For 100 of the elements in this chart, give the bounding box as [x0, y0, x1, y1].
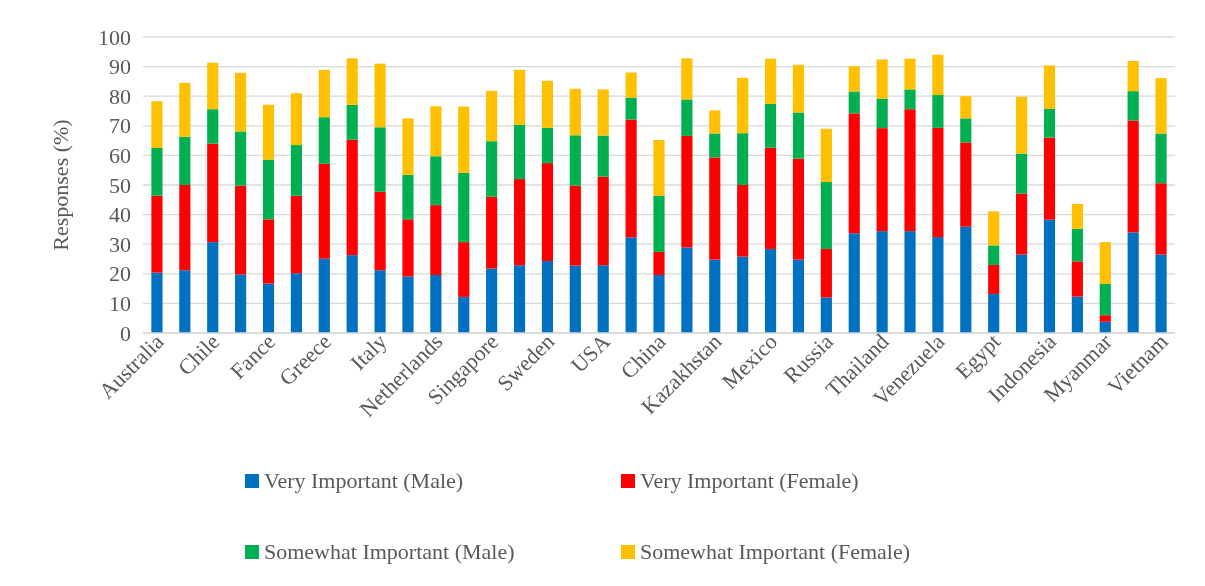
bar	[960, 96, 972, 119]
bar	[207, 143, 219, 243]
bar	[597, 265, 609, 333]
bar	[876, 128, 888, 232]
bar	[1071, 296, 1083, 333]
bar	[290, 273, 302, 333]
bar	[430, 106, 442, 157]
bar	[1016, 96, 1028, 154]
bar	[848, 113, 860, 234]
bar	[179, 185, 191, 271]
bar	[737, 133, 749, 185]
bar	[458, 172, 470, 243]
bar	[346, 255, 358, 333]
bar	[513, 124, 526, 180]
bar	[290, 145, 302, 196]
bar	[960, 142, 972, 227]
bar	[709, 133, 721, 158]
bar	[932, 54, 944, 96]
bar	[625, 119, 637, 238]
bar	[179, 136, 191, 185]
bar	[207, 62, 219, 110]
bar	[1127, 60, 1139, 92]
bar	[653, 140, 665, 196]
bar	[207, 109, 219, 144]
bar	[151, 101, 163, 148]
bar	[764, 103, 777, 148]
bar	[486, 268, 498, 333]
bar	[625, 72, 637, 98]
bar	[904, 109, 916, 232]
bar	[513, 69, 526, 125]
bar	[653, 195, 665, 252]
bar	[486, 141, 498, 197]
bar	[681, 58, 693, 100]
bar	[430, 205, 442, 275]
bar	[430, 274, 442, 333]
bar	[569, 185, 581, 266]
bar	[904, 58, 916, 90]
bar	[1016, 254, 1028, 333]
bar	[1099, 242, 1111, 284]
bar	[988, 245, 1000, 265]
bar	[960, 226, 972, 333]
bar	[1127, 120, 1139, 233]
bar	[988, 293, 1000, 333]
bar	[1099, 315, 1111, 322]
bar	[290, 93, 302, 146]
bar	[290, 195, 302, 274]
bar	[820, 297, 832, 333]
bar	[681, 99, 693, 136]
legend-label: Somewhat Important (Female)	[640, 539, 911, 564]
bar	[458, 106, 470, 173]
bar	[820, 128, 832, 183]
bar	[541, 80, 554, 128]
bar	[262, 104, 275, 160]
bar	[235, 185, 247, 275]
y-tick-label: 20	[109, 261, 131, 287]
bar	[932, 237, 944, 333]
y-tick-label: 60	[109, 142, 131, 168]
x-tick-label: USA	[565, 328, 615, 378]
bar	[625, 237, 637, 333]
bar	[709, 259, 721, 333]
bar	[737, 185, 749, 257]
bar	[709, 110, 721, 134]
bar	[207, 242, 219, 333]
bar	[792, 112, 805, 159]
bar	[486, 196, 498, 269]
bar	[402, 219, 414, 277]
bar	[541, 163, 554, 262]
bar	[653, 274, 665, 333]
bar	[318, 258, 330, 333]
bar	[764, 248, 777, 333]
bar	[792, 259, 805, 333]
bar	[932, 95, 944, 128]
bar	[737, 77, 749, 134]
bar	[876, 98, 888, 129]
bar	[458, 296, 470, 333]
bar	[1043, 219, 1056, 333]
bar	[262, 219, 275, 284]
bar	[681, 135, 693, 248]
bar	[820, 248, 832, 298]
bar	[235, 274, 247, 333]
y-tick-label: 90	[109, 54, 131, 80]
bar	[597, 176, 609, 266]
bar	[653, 251, 665, 275]
bar	[876, 231, 888, 333]
bar	[235, 131, 247, 186]
bar	[346, 104, 358, 140]
bar	[179, 270, 191, 333]
bar	[513, 179, 526, 266]
bar	[848, 66, 860, 92]
bar	[904, 231, 916, 333]
bar	[1016, 193, 1028, 255]
bar	[932, 127, 944, 238]
bar	[904, 89, 916, 110]
bar	[569, 88, 581, 136]
bar	[597, 135, 609, 177]
bar	[541, 127, 554, 164]
bar	[764, 58, 777, 104]
bar	[179, 82, 191, 137]
bar	[374, 191, 386, 271]
y-tick-label: 80	[109, 83, 131, 109]
